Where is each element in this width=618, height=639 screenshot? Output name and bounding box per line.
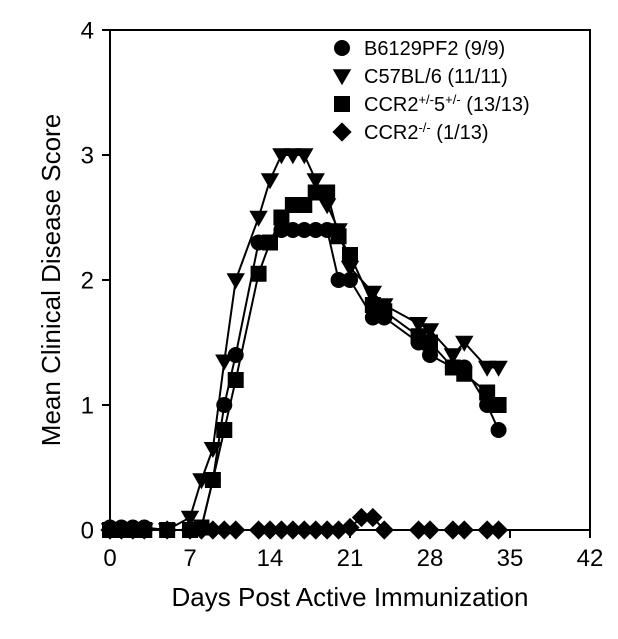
marker [456, 366, 472, 382]
x-tick-label: 21 [337, 545, 364, 572]
marker [319, 185, 335, 201]
marker [227, 273, 245, 289]
marker [228, 372, 244, 388]
x-tick-label: 35 [497, 545, 524, 572]
marker [215, 354, 233, 370]
marker [261, 173, 279, 189]
legend-label: CCR2-/- (1/13) [364, 120, 489, 145]
legend-label: C57BL/6 (11/11) [364, 66, 508, 88]
marker [262, 235, 278, 251]
marker [491, 422, 507, 438]
x-axis-label: Days Post Active Immunization [172, 582, 529, 612]
x-tick-label: 28 [417, 545, 444, 572]
marker [216, 422, 232, 438]
legend-label: CCR2+/-5+/- (13/13) [364, 92, 530, 117]
y-tick-label: 4 [81, 17, 94, 44]
marker [251, 266, 267, 282]
marker [376, 303, 392, 319]
marker [295, 148, 313, 164]
marker [422, 335, 438, 351]
marker [226, 520, 245, 539]
series-B6129PF2 [102, 222, 507, 538]
y-axis-label: Mean Clinical Disease Score [36, 114, 66, 446]
marker [334, 96, 350, 112]
x-tick-label: 0 [103, 545, 116, 572]
marker [205, 472, 221, 488]
x-tick-label: 14 [257, 545, 284, 572]
x-tick-label: 42 [577, 545, 604, 572]
y-tick-label: 1 [81, 392, 94, 419]
legend-label: B6129PF2 (9/9) [364, 38, 505, 60]
marker [489, 361, 507, 377]
chart-container: 0 7 14 21 28 35 42 0 1 2 3 4 Days Post Active Immuni… [0, 0, 618, 639]
y-tick-label: 0 [81, 517, 94, 544]
legend-item: B6129PF2 (9/9) [334, 38, 505, 60]
marker [420, 520, 439, 539]
marker [318, 198, 336, 214]
series-line [110, 230, 499, 530]
marker [455, 520, 474, 539]
y-tick-label: 3 [81, 142, 94, 169]
y-tick-label: 2 [81, 267, 94, 294]
marker [491, 397, 507, 413]
marker [334, 40, 350, 56]
x-tick-label: 7 [183, 545, 196, 572]
legend-item: C57BL/6 (11/11) [333, 66, 508, 88]
line-chart: 0 7 14 21 28 35 42 0 1 2 3 4 Days Post Active Immuni… [0, 0, 618, 639]
marker [331, 228, 347, 244]
marker [489, 520, 508, 539]
marker [333, 69, 351, 85]
legend-item: CCR2-/- (1/13) [332, 120, 488, 145]
legend-item: CCR2+/-5+/- (13/13) [334, 92, 530, 117]
marker [249, 211, 267, 227]
marker [332, 122, 351, 141]
marker [342, 247, 358, 263]
